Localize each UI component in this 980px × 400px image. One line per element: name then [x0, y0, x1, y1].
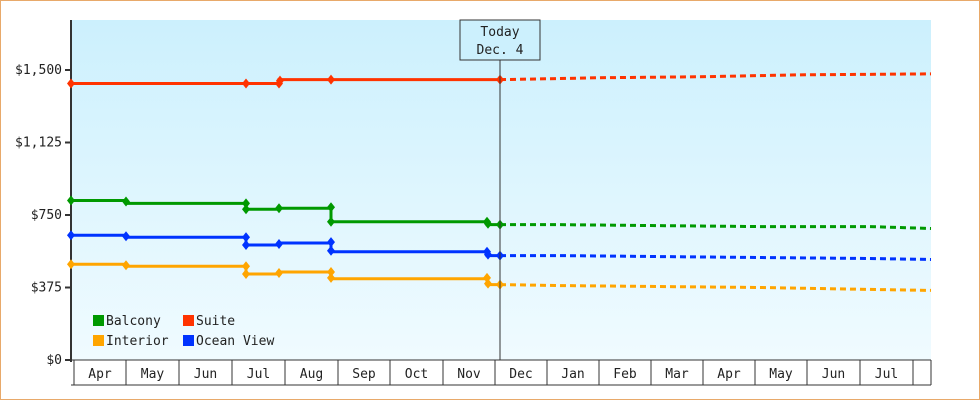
- legend-item-interior[interactable]: Interior: [93, 334, 169, 349]
- data-point-marker[interactable]: [122, 196, 130, 207]
- data-point-marker[interactable]: [327, 267, 335, 278]
- data-point-marker[interactable]: [327, 216, 335, 227]
- data-point-marker[interactable]: [242, 268, 250, 279]
- x-month-label: Nov: [457, 367, 481, 382]
- x-month-label: Jan: [561, 367, 584, 382]
- x-month-label: Mar: [665, 367, 689, 382]
- data-point-marker[interactable]: [67, 230, 75, 241]
- legend-label: Balcony: [106, 314, 161, 329]
- y-axis: $0 $375 $750 $1,125 $1,500: [15, 20, 72, 368]
- series-interior: [67, 259, 932, 292]
- data-point-marker[interactable]: [242, 232, 250, 243]
- x-month-label: Aug: [300, 367, 323, 382]
- legend-swatch-icon: [93, 315, 104, 326]
- x-month-label: Apr: [717, 367, 741, 382]
- data-point-marker[interactable]: [67, 195, 75, 206]
- data-point-marker[interactable]: [67, 259, 75, 270]
- series-lines: [67, 72, 932, 292]
- data-point-marker[interactable]: [327, 272, 335, 283]
- x-month-label: May: [141, 367, 165, 382]
- x-axis: Apr May Jun Jul Aug Sep Oct Nov Dec Jan Feb Mar Apr M…: [71, 359, 932, 386]
- data-point-marker[interactable]: [122, 231, 130, 242]
- data-point-marker[interactable]: [275, 239, 283, 249]
- data-point-marker[interactable]: [275, 203, 283, 214]
- x-month-label: Sep: [352, 367, 376, 382]
- y-tick-label: $750: [31, 208, 62, 223]
- legend: Balcony Suite Interior Ocean View: [93, 314, 274, 349]
- data-point-marker[interactable]: [242, 261, 250, 272]
- data-point-marker[interactable]: [327, 202, 335, 213]
- data-point-marker[interactable]: [242, 204, 250, 215]
- y-tick-label: $1,125: [15, 136, 62, 151]
- legend-item-ocean-view[interactable]: Ocean View: [183, 334, 274, 349]
- series-suite: [67, 72, 932, 89]
- data-point-marker[interactable]: [242, 198, 250, 209]
- today-date: Dec. 4: [477, 43, 524, 58]
- legend-swatch-icon: [183, 335, 194, 346]
- data-point-marker[interactable]: [327, 74, 335, 85]
- x-month-label: Feb: [613, 367, 637, 382]
- data-point-marker[interactable]: [276, 75, 284, 86]
- x-month-label: Jun: [822, 367, 845, 382]
- series-balcony: [67, 195, 932, 231]
- x-month-label: Jun: [194, 367, 217, 382]
- x-month-label: Oct: [405, 367, 428, 382]
- data-point-marker[interactable]: [67, 78, 75, 89]
- data-point-marker[interactable]: [122, 260, 130, 271]
- series-ocean-view: [67, 230, 932, 261]
- legend-item-suite[interactable]: Suite: [183, 314, 235, 329]
- y-tick-label: $1,500: [15, 63, 62, 78]
- data-point-marker[interactable]: [484, 278, 492, 289]
- data-point-marker[interactable]: [275, 268, 283, 278]
- legend-swatch-icon: [183, 315, 194, 326]
- y-tick-label: $375: [31, 281, 62, 296]
- legend-label: Interior: [106, 334, 169, 349]
- today-label: Today: [480, 25, 519, 40]
- data-point-marker[interactable]: [484, 249, 492, 260]
- x-month-label: Jul: [875, 367, 898, 382]
- x-month-label: May: [769, 367, 793, 382]
- plot-area: [71, 20, 931, 360]
- legend-label: Suite: [196, 314, 235, 329]
- data-point-marker[interactable]: [484, 218, 492, 229]
- data-point-marker[interactable]: [242, 78, 250, 89]
- x-month-label: Apr: [88, 367, 112, 382]
- y-tick-label: $0: [46, 353, 62, 368]
- x-month-label: Dec: [509, 367, 532, 382]
- data-point-marker[interactable]: [327, 237, 335, 248]
- data-point-marker[interactable]: [242, 239, 250, 250]
- x-month-label: Jul: [247, 367, 270, 382]
- today-marker: Today Dec. 4: [459, 19, 541, 360]
- legend-swatch-icon: [93, 335, 104, 346]
- legend-label: Ocean View: [196, 334, 274, 349]
- legend-item-balcony[interactable]: Balcony: [93, 314, 161, 329]
- data-point-marker[interactable]: [327, 245, 335, 256]
